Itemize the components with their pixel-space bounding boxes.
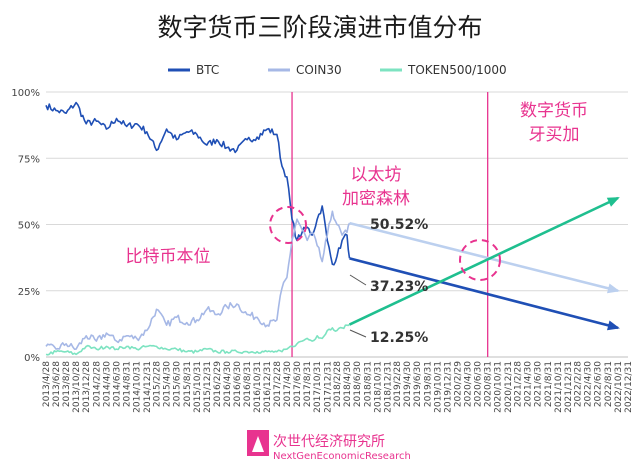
x-tick-label: 2017/6/30 bbox=[293, 361, 303, 407]
footer-logo: 次世代经济研究所 NextGenEconomicResearch bbox=[247, 430, 411, 462]
x-tick-label: 2013/4/28 bbox=[42, 361, 52, 407]
x-tick-label: 2022/8/31 bbox=[604, 361, 614, 407]
token-value-label: 12.25% bbox=[370, 330, 428, 346]
y-tick-label: 100% bbox=[11, 88, 40, 99]
series-group bbox=[45, 101, 351, 356]
x-tick-label: 2016/10/31 bbox=[253, 361, 263, 413]
x-tick-label: 2019/12/31 bbox=[444, 361, 454, 413]
x-tick-label: 2014/8/31 bbox=[123, 361, 133, 407]
x-tick-label: 2015/12/31 bbox=[203, 361, 213, 413]
x-tick-label: 2021/4/30 bbox=[524, 361, 534, 407]
x-tick-label: 2018/12/31 bbox=[383, 361, 393, 413]
legend-label: COIN30 bbox=[296, 63, 342, 77]
x-tick-label: 2015/2/28 bbox=[153, 361, 163, 407]
projection-btc bbox=[349, 257, 619, 330]
legend-label: TOKEN500/1000 bbox=[407, 63, 507, 77]
y-tick-label: 25% bbox=[18, 287, 40, 298]
x-tick-label: 2013/10/28 bbox=[72, 361, 82, 413]
coin30-value-label: 50.52% bbox=[370, 217, 428, 233]
x-tick-label: 2021/8/31 bbox=[544, 361, 554, 407]
crossover-circle-2020 bbox=[459, 239, 501, 281]
y-tick-label: 50% bbox=[18, 221, 40, 232]
x-tick-label: 2015/10/31 bbox=[193, 361, 203, 413]
crossover-circle-2017 bbox=[269, 206, 307, 244]
x-tick-label: 2018/8/31 bbox=[363, 361, 373, 407]
chart-title: 数字货币三阶段演进市值分布 bbox=[157, 13, 482, 42]
x-tick-label: 2018/4/30 bbox=[343, 361, 353, 407]
x-tick-label: 2021/10/31 bbox=[554, 361, 564, 413]
x-tick-label: 2018/2/28 bbox=[333, 361, 343, 407]
phase2-label-line1: 以太坊 bbox=[351, 165, 402, 185]
footer-name-cn: 次世代经济研究所 bbox=[273, 434, 385, 450]
x-tick-label: 2015/6/30 bbox=[173, 361, 183, 407]
axes: 0% 25% 50% 75% 100% 2013/4/28 2013/6/28 2013/8/… bbox=[11, 88, 634, 413]
x-tick-label: 2019/2/28 bbox=[393, 361, 403, 407]
x-tick-label: 2020/2/29 bbox=[453, 361, 463, 407]
x-tick-label: 2014/2/28 bbox=[92, 361, 102, 407]
x-tick-label: 2019/4/30 bbox=[403, 361, 413, 407]
x-tick-label: 2014/10/31 bbox=[133, 361, 143, 413]
x-tick-label: 2021/12/31 bbox=[564, 361, 574, 413]
x-tick-label: 2022/2/28 bbox=[574, 361, 584, 407]
projection-arrowhead bbox=[607, 283, 620, 294]
projection-group bbox=[348, 196, 620, 331]
x-tick-label: 2017/2/28 bbox=[273, 361, 283, 407]
phase3-label-line1: 数字货币 bbox=[520, 101, 588, 121]
x-tick-label: 2021/2/28 bbox=[513, 361, 523, 407]
series-line-token500-1000 bbox=[45, 323, 350, 356]
projection-token500-1000 bbox=[348, 196, 619, 326]
legend: BTC COIN30 TOKEN500/1000 bbox=[168, 63, 507, 77]
x-tick-label: 2013/12/28 bbox=[82, 361, 92, 413]
x-tick-label: 2022/4/30 bbox=[584, 361, 594, 407]
x-tick-label: 2014/12/31 bbox=[143, 361, 153, 413]
x-tick-label: 2016/8/31 bbox=[243, 361, 253, 407]
projection-arrowhead bbox=[607, 320, 620, 331]
y-tick-label: 75% bbox=[18, 154, 40, 165]
btc-value-label: 37.23% bbox=[370, 279, 428, 295]
projection-arrowhead bbox=[606, 197, 620, 207]
x-tick-label: 2020/4/30 bbox=[463, 361, 473, 407]
x-tick-label: 2018/6/30 bbox=[353, 361, 363, 407]
x-tick-label: 2020/6/30 bbox=[473, 361, 483, 407]
x-tick-label: 2016/2/29 bbox=[213, 361, 223, 407]
projection-coin30 bbox=[349, 221, 619, 293]
x-tick-label: 2017/10/31 bbox=[313, 361, 323, 413]
x-tick-label: 2017/4/30 bbox=[283, 361, 293, 407]
x-tick-label: 2016/6/30 bbox=[233, 361, 243, 407]
x-tick-label: 2015/4/30 bbox=[163, 361, 173, 407]
footer-name-en: NextGenEconomicResearch bbox=[273, 451, 411, 462]
x-tick-label: 2013/6/28 bbox=[52, 361, 62, 407]
x-tick-label: 2014/6/30 bbox=[112, 361, 122, 407]
x-tick-label: 2019/10/31 bbox=[433, 361, 443, 413]
x-tick-label: 2013/8/28 bbox=[62, 361, 72, 407]
x-tick-label: 2020/8/31 bbox=[484, 361, 494, 407]
token-label-leader bbox=[349, 329, 367, 338]
x-tick-label: 2017/12/31 bbox=[323, 361, 333, 413]
y-tick-label: 0% bbox=[24, 353, 40, 364]
btc-label-leader bbox=[349, 274, 367, 286]
x-tick-label: 2017/8/31 bbox=[303, 361, 313, 407]
x-tick-label: 2014/4/30 bbox=[102, 361, 112, 407]
x-tick-label: 2020/10/31 bbox=[494, 361, 504, 413]
series-line-coin30 bbox=[45, 210, 351, 351]
phase3-label-line2: 牙买加 bbox=[529, 125, 580, 145]
x-tick-label: 2022/10/31 bbox=[614, 361, 624, 413]
x-tick-label: 2019/8/31 bbox=[423, 361, 433, 407]
x-tick-label: 2022/12/31 bbox=[624, 361, 634, 413]
x-tick-label: 2016/4/30 bbox=[223, 361, 233, 407]
x-tick-label: 2022/6/30 bbox=[594, 361, 604, 407]
x-tick-label: 2020/12/31 bbox=[504, 361, 514, 413]
logo-triangle bbox=[252, 436, 264, 452]
x-tick-label: 2016/12/31 bbox=[263, 361, 273, 413]
x-tick-label: 2015/8/31 bbox=[183, 361, 193, 407]
vertical-markers bbox=[291, 92, 489, 357]
phase1-label: 比特币本位 bbox=[126, 247, 211, 267]
legend-label: BTC bbox=[196, 63, 219, 77]
phase2-label-line2: 加密森林 bbox=[342, 189, 410, 209]
x-tick-label: 2018/10/31 bbox=[373, 361, 383, 413]
series-line-btc bbox=[45, 101, 351, 266]
x-tick-label: 2019/6/30 bbox=[413, 361, 423, 407]
x-tick-label: 2021/6/30 bbox=[534, 361, 544, 407]
